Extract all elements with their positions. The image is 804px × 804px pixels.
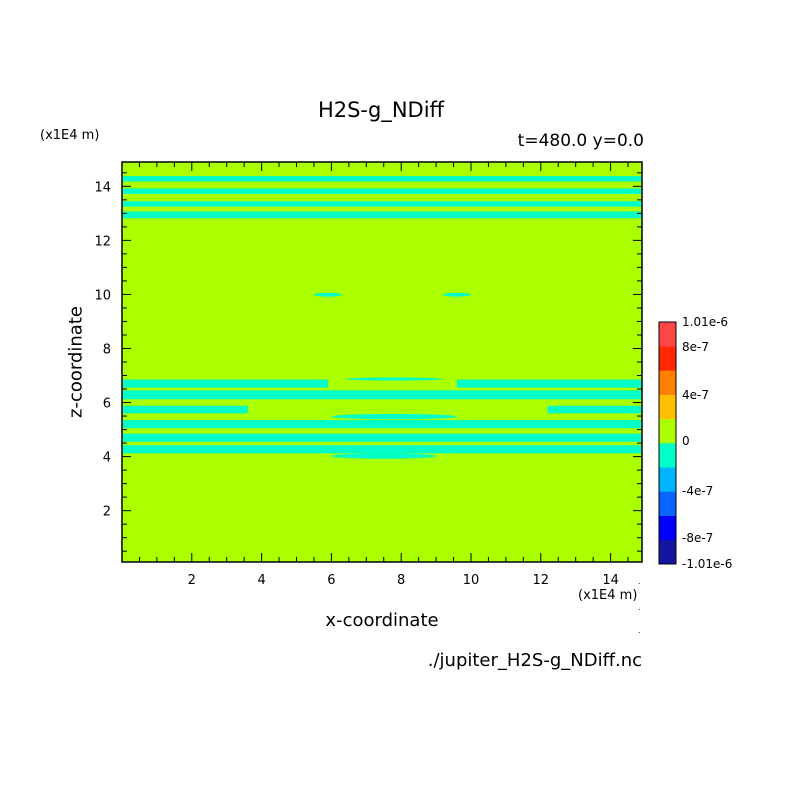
contour-band: [122, 445, 642, 454]
marker-dot: ˙: [637, 583, 642, 593]
z-axis-unit: (x1E4 m): [40, 128, 100, 143]
colorbar-label: 8e-7: [682, 340, 709, 354]
source-file-label: ./jupiter_H2S-g_NDiff.nc: [427, 650, 642, 671]
contour-feature: [443, 292, 471, 297]
contour-band: [122, 211, 642, 219]
colorbar-frame: [658, 321, 677, 565]
x-tick-label: 4: [257, 573, 265, 588]
colorbar-label: -4e-7: [682, 484, 713, 498]
colorbar-label: 1.01e-6: [682, 315, 728, 329]
plot-area: [122, 162, 642, 562]
marker-dot: ˙: [637, 609, 642, 619]
contour-band: [122, 176, 642, 182]
colorbar-label: 0: [682, 434, 690, 448]
contour-band: [122, 188, 642, 194]
colorbar-label: -1.01e-6: [682, 557, 732, 571]
x-tick-label: 6: [327, 573, 335, 588]
colorbar-swatch: [659, 370, 676, 395]
contour-feature: [331, 453, 437, 459]
colorbar-swatch: [659, 346, 676, 371]
colorbar-swatch: [659, 539, 676, 565]
x-tick-label: 8: [397, 573, 405, 588]
colorbar-swatch: [659, 322, 676, 347]
contour-band: [122, 201, 642, 207]
contour-feature: [345, 377, 444, 381]
x-tick-label: 2: [188, 573, 196, 588]
y-tick-label: 8: [103, 342, 111, 357]
chart-subtitle: t=480.0 y=0.0: [517, 131, 644, 151]
chart-title: H2S-g_NDiff: [317, 98, 445, 122]
contour-band: [122, 420, 642, 429]
contour-feature: [331, 413, 458, 420]
contour-band: [547, 405, 642, 414]
y-tick-label: 2: [103, 505, 111, 520]
x-axis-label: x-coordinate: [325, 610, 439, 631]
x-tick-label: 10: [463, 573, 480, 588]
contour-band: [122, 405, 248, 414]
contour-band: [122, 379, 328, 388]
y-axis-label: z-coordinate: [65, 306, 87, 418]
x-tick-label: 14: [602, 573, 619, 588]
contour-band: [457, 379, 642, 388]
marker-dot: ˙: [637, 632, 642, 642]
colorbar-swatch: [659, 491, 676, 516]
contour-band: [122, 433, 642, 442]
colorbar-swatch: [659, 515, 676, 541]
y-tick-label: 10: [94, 288, 111, 303]
y-tick-label: 4: [103, 451, 111, 466]
colorbar-label: -8e-7: [682, 531, 713, 545]
colorbar-swatch: [659, 418, 676, 444]
colorbar-label: 4e-7: [682, 388, 709, 402]
colorbar-swatch: [659, 394, 676, 420]
x-axis-unit: (x1E4 m): [578, 588, 638, 603]
contour-band: [122, 390, 642, 400]
contour-feature: [313, 292, 342, 297]
y-tick-label: 14: [94, 180, 111, 195]
colorbar-swatch: [659, 467, 676, 492]
y-tick-label: 6: [103, 397, 111, 412]
x-tick-label: 12: [533, 573, 550, 588]
colorbar-swatch: [659, 443, 676, 468]
y-tick-label: 12: [94, 234, 111, 249]
